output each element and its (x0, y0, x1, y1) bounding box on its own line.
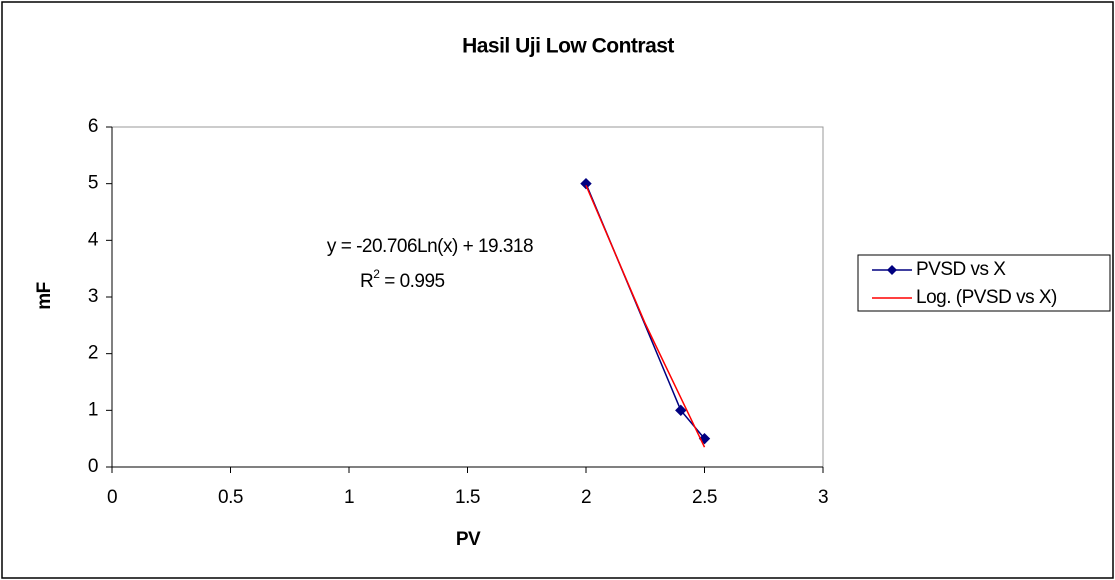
x-tick-label: 2.5 (692, 487, 717, 508)
x-tick-label: 0 (107, 487, 117, 508)
r-squared: R2 = 0.995 (360, 267, 445, 292)
y-tick-label: 4 (88, 229, 99, 250)
x-tick-label: 2 (581, 487, 591, 508)
chart-title: Hasil Uji Low Contrast (462, 35, 674, 58)
y-tick-label: 0 (88, 456, 98, 477)
legend-label: Log. (PVSD vs X) (916, 287, 1057, 308)
y-axis-label: mF (34, 282, 55, 310)
y-tick-label: 3 (88, 286, 98, 307)
x-tick-label: 0.5 (218, 487, 243, 508)
y-tick-label: 2 (88, 343, 98, 364)
x-tick-label: 1 (344, 487, 354, 508)
y-tick-label: 5 (88, 173, 98, 194)
legend-label: PVSD vs X (916, 259, 1006, 280)
series-line (585, 185, 706, 448)
data-point (580, 177, 592, 190)
r2-base: R (360, 271, 373, 292)
r2-rest: = 0.995 (379, 271, 444, 292)
legend-marker (887, 265, 897, 275)
data-point (675, 404, 687, 417)
x-tick-label: 3 (818, 487, 828, 508)
trend-equation: y = -20.706Ln(x) + 19.318 (327, 236, 533, 257)
x-axis-label: PV (456, 529, 481, 550)
plot-area (111, 126, 824, 468)
data-point (698, 432, 711, 445)
legend-box (857, 254, 1111, 312)
x-tick-label: 1.5 (455, 487, 480, 508)
y-tick-label: 6 (88, 116, 98, 137)
r2-sup: 2 (373, 267, 380, 281)
y-tick-label: 1 (88, 399, 98, 420)
